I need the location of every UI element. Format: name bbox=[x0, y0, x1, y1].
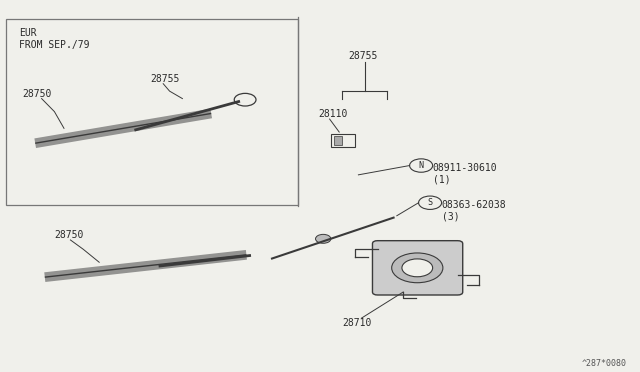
Text: 28110: 28110 bbox=[319, 109, 348, 119]
Text: 08363-62038
(3): 08363-62038 (3) bbox=[442, 200, 506, 222]
Text: 28755: 28755 bbox=[150, 74, 180, 84]
Text: EUR
FROM SEP./79: EUR FROM SEP./79 bbox=[19, 28, 90, 49]
Bar bbox=[334, 136, 342, 145]
Circle shape bbox=[410, 159, 433, 172]
Circle shape bbox=[234, 93, 256, 106]
Bar bbox=[331, 134, 355, 147]
Text: S: S bbox=[428, 198, 433, 207]
Text: 28750: 28750 bbox=[22, 89, 52, 99]
Text: N: N bbox=[419, 161, 424, 170]
Circle shape bbox=[402, 259, 433, 277]
Circle shape bbox=[316, 234, 331, 243]
Circle shape bbox=[419, 196, 442, 209]
Text: 28755: 28755 bbox=[349, 51, 378, 61]
Text: 28710: 28710 bbox=[342, 318, 372, 328]
Bar bbox=[6, 19, 298, 205]
Circle shape bbox=[392, 253, 443, 283]
Text: 08911-30610
(1): 08911-30610 (1) bbox=[433, 163, 497, 185]
FancyBboxPatch shape bbox=[372, 241, 463, 295]
Text: ^287*0080: ^287*0080 bbox=[582, 359, 627, 368]
Text: 28750: 28750 bbox=[54, 230, 84, 240]
